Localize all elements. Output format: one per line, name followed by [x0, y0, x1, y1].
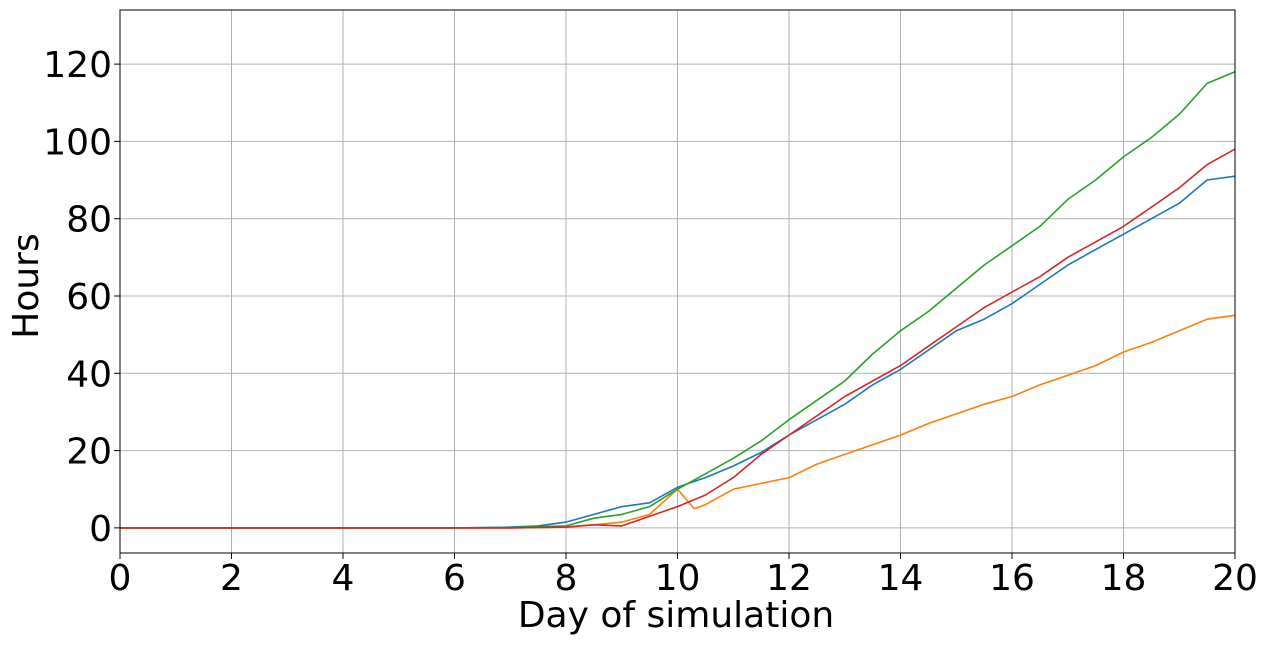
- axes-layer: 0 2 4 6 8 10 12 14 16 18 20 0 20 40 60 80 100 120: [43, 9, 1258, 599]
- series-line-2: [120, 314, 1236, 529]
- series-layer: [120, 71, 1236, 529]
- y-tick-label: 40: [66, 354, 112, 395]
- grid-layer: [119, 10, 1236, 553]
- y-tick-label: 80: [66, 200, 112, 241]
- series-line-4: [120, 148, 1236, 529]
- x-tick-label: 20: [1212, 558, 1258, 599]
- x-tick-label: 10: [655, 558, 701, 599]
- y-tick-label: 60: [66, 277, 112, 318]
- series-line-1: [120, 175, 1236, 529]
- series-line-3: [120, 71, 1236, 529]
- x-tick-label: 0: [109, 558, 132, 599]
- x-tick-label: 14: [878, 558, 924, 599]
- x-tick-label: 6: [443, 558, 466, 599]
- plot-frame: [119, 9, 1236, 554]
- y-axis-title: Hours: [6, 233, 47, 338]
- y-tick-label: 20: [66, 432, 112, 473]
- x-tick-label: 4: [332, 558, 355, 599]
- y-tick-label: 0: [89, 509, 112, 550]
- x-tick-label: 18: [1101, 558, 1147, 599]
- x-tick-label: 16: [989, 558, 1035, 599]
- x-axis-title: Day of simulation: [518, 595, 834, 636]
- y-tick-label: 120: [43, 45, 112, 86]
- x-tick-label: 2: [220, 558, 243, 599]
- y-tick-label: 100: [43, 122, 112, 163]
- x-tick-label: 12: [766, 558, 812, 599]
- x-tick-label: 8: [555, 558, 578, 599]
